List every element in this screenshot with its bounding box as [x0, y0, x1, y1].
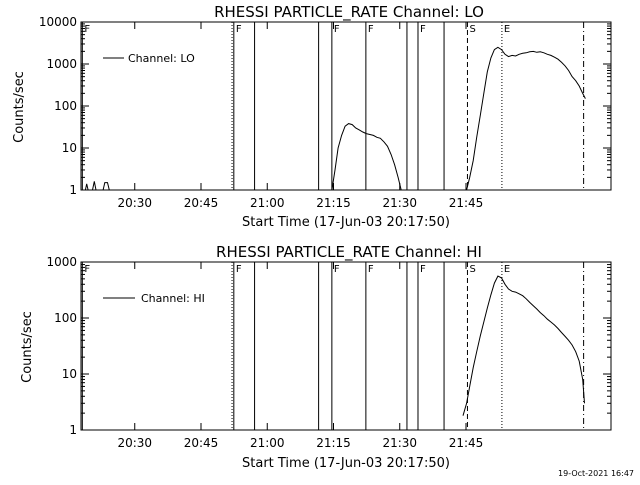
x-tick-label-lo: 20:30: [117, 196, 152, 210]
x-tick-label-hi: 21:30: [382, 436, 417, 450]
series-line-lo: [92, 181, 97, 191]
marker-label-lo: F: [334, 24, 340, 35]
x-tick-label-lo: 21:15: [316, 196, 351, 210]
y-tick-label-lo: 1: [69, 183, 77, 197]
legend-hi-label: Channel: HI: [141, 292, 205, 305]
panel-hi-title: RHESSI PARTICLE_RATE Channel: HI: [216, 243, 482, 262]
series-line-lo: [331, 123, 402, 191]
y-tick-label-lo: 10000: [39, 15, 77, 29]
marker-label-hi: F: [368, 264, 374, 275]
x-tick-label-lo: 21:30: [382, 196, 417, 210]
y-tick-label-hi: 100: [54, 311, 77, 325]
y-tick-label-hi: 10: [62, 367, 77, 381]
panel-hi-xlabel: Start Time (17-Jun-03 20:17:50): [242, 456, 450, 471]
marker-label-hi: S: [469, 264, 475, 275]
panel-hi-ylabel: Counts/sec: [20, 311, 35, 383]
y-tick-label-hi: 1000: [46, 255, 77, 269]
marker-label-lo: F: [368, 24, 374, 35]
marker-label-lo: F: [420, 24, 426, 35]
panel-lo: RHESSI PARTICLE_RATE Channel: LO Start T…: [12, 3, 612, 230]
marker-label-lo: F: [84, 24, 90, 35]
series-line-lo: [466, 46, 586, 191]
y-tick-label-hi: 1: [69, 423, 77, 437]
series-line-hi: [462, 275, 585, 416]
panel-lo-title: RHESSI PARTICLE_RATE Channel: LO: [214, 3, 484, 22]
x-tick-label-lo: 20:45: [184, 196, 219, 210]
series-line-lo: [84, 183, 89, 191]
plot-frame-hi: [80, 261, 612, 431]
marker-label-hi: F: [236, 264, 242, 275]
marker-label-hi: F: [420, 264, 426, 275]
y-tick-label-lo: 100: [54, 99, 77, 113]
marker-label-hi: F: [84, 264, 90, 275]
marker-label-lo: E: [504, 24, 510, 35]
x-tick-label-hi: 20:45: [184, 436, 219, 450]
x-tick-label-lo: 21:00: [250, 196, 285, 210]
y-tick-label-lo: 1000: [46, 57, 77, 71]
panel-lo-ylabel: Counts/sec: [12, 71, 27, 143]
x-tick-label-lo: 21:45: [449, 196, 484, 210]
legend-lo-label: Channel: LO: [128, 52, 195, 65]
plot-frame-lo: [80, 21, 612, 191]
marker-label-lo: S: [469, 24, 475, 35]
marker-label-hi: E: [504, 264, 510, 275]
panel-hi: RHESSI PARTICLE_RATE Channel: HI Start T…: [20, 243, 612, 471]
timestamp: 19-Oct-2021 16:47: [558, 469, 634, 478]
x-tick-label-hi: 20:30: [117, 436, 152, 450]
y-tick-label-lo: 10: [62, 141, 77, 155]
marker-label-lo: F: [236, 24, 242, 35]
x-tick-label-hi: 21:45: [449, 436, 484, 450]
marker-label-hi: F: [334, 264, 340, 275]
panel-lo-xlabel: Start Time (17-Jun-03 20:17:50): [242, 215, 450, 230]
x-tick-label-hi: 21:00: [250, 436, 285, 450]
x-tick-label-hi: 21:15: [316, 436, 351, 450]
series-line-lo: [102, 182, 110, 191]
